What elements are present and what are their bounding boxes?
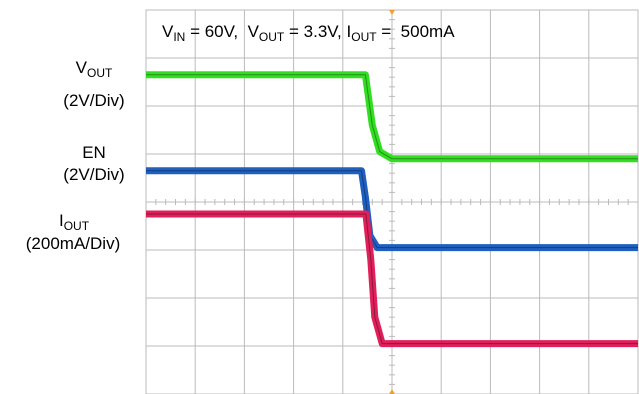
trace-group [146,71,638,348]
en-channel-label: EN [82,143,106,162]
iout-label-sub: OUT [63,219,90,233]
trigger-marker-top [389,10,395,15]
trace-iout [146,210,638,348]
vout-subscript: OUT [258,30,285,44]
iout-subscript: OUT [351,30,377,44]
vin-symbol: V [162,22,174,41]
plot-grid [145,9,639,394]
vin-subscript: IN [173,30,186,44]
trace-vout-core [146,74,638,160]
iout-symbol: I [346,22,352,41]
vout-scale-label: (2V/Div) [63,91,125,110]
vout-label-sub: OUT [87,66,113,80]
iout-value: = 500mA [376,22,455,41]
trigger-marker-bottom [389,389,395,394]
iout-scale-label: (200mA/Div) [25,234,121,253]
vout-value: = 3.3V, [284,22,347,41]
trigger-markers [389,10,395,394]
test-conditions: VIN = 60V, VOUT = 3.3V, IOUT = 500mA [162,22,455,47]
trace-vout [146,71,638,163]
iout-label-main: I [58,211,64,230]
vout-symbol: V [247,22,259,41]
vin-value: = 60V, [185,22,248,41]
iout-channel-label: IOUT [24,211,124,236]
vout-channel-label: VOUT [44,58,144,83]
vout-label-main: V [75,58,87,77]
trace-iout-core [146,213,638,345]
en-scale-label: (2V/Div) [63,165,125,184]
